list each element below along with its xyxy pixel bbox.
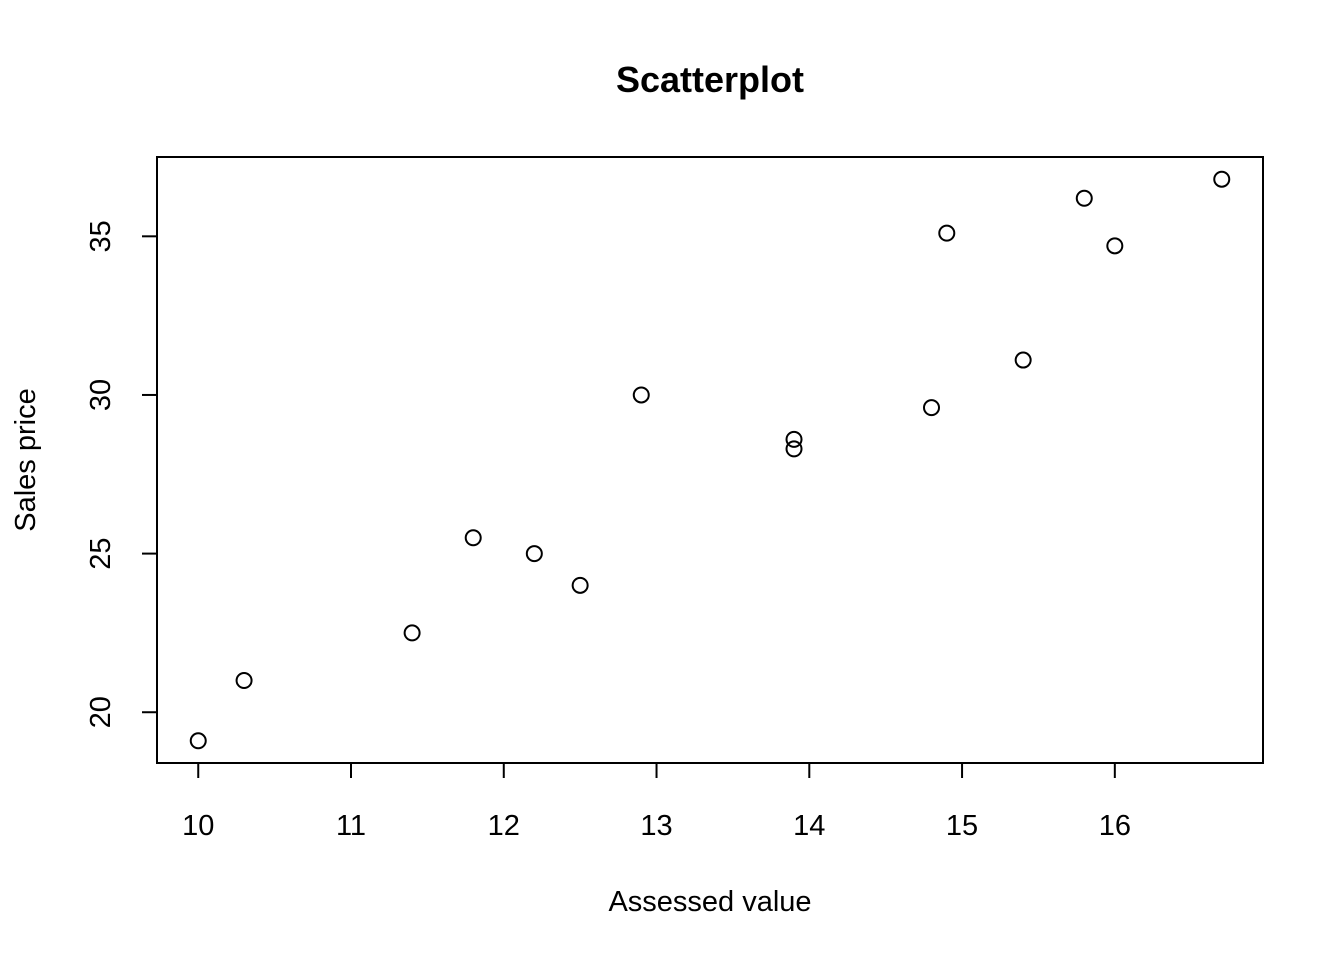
y-axis: 20 25 30 35: [85, 220, 158, 728]
plot-frame: [156, 156, 1264, 764]
data-point: [189, 732, 207, 750]
data-point: [235, 672, 253, 690]
x-tick-label: 16: [1099, 810, 1131, 842]
x-tick-label: 12: [488, 810, 520, 842]
x-axis: 10 11 12 13 14 15 16: [182, 762, 1131, 842]
data-point: [571, 576, 589, 594]
data-point: [464, 529, 482, 547]
data-point: [403, 624, 421, 642]
data-points: [189, 170, 1231, 750]
data-point: [1213, 170, 1231, 188]
y-tick-label: 35: [85, 220, 117, 252]
y-axis-label: Sales price: [10, 388, 42, 531]
chart-title: Scatterplot: [616, 59, 804, 100]
data-point: [938, 224, 956, 242]
x-tick-label: 11: [336, 810, 366, 842]
x-tick-label: 13: [640, 810, 672, 842]
data-point: [1075, 189, 1093, 207]
data-point: [525, 545, 543, 563]
data-point: [632, 386, 650, 404]
y-tick-label: 30: [85, 379, 117, 411]
x-tick-label: 10: [182, 810, 214, 842]
x-tick-label: 14: [793, 810, 825, 842]
x-axis-label: Assessed value: [608, 886, 811, 918]
data-point: [785, 440, 803, 458]
data-point: [923, 399, 941, 417]
data-point: [1106, 237, 1124, 255]
data-point: [785, 430, 803, 448]
data-point: [1014, 351, 1032, 369]
y-tick-label: 25: [85, 537, 117, 569]
y-tick-label: 20: [85, 696, 117, 728]
x-tick-label: 15: [946, 810, 978, 842]
